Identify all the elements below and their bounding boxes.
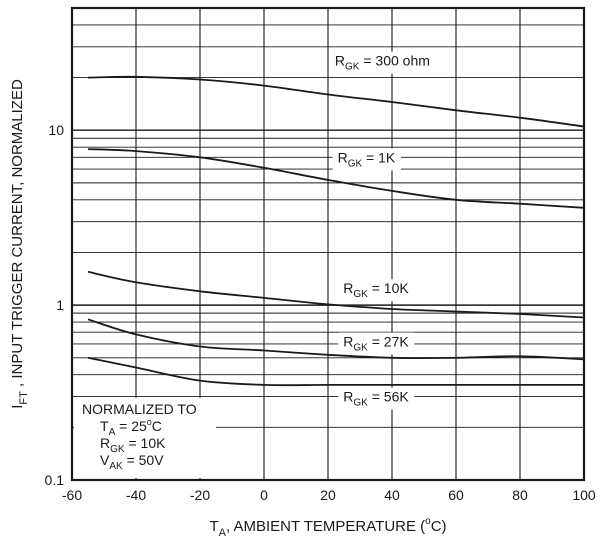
x-tick-label: 0: [260, 487, 268, 503]
y-tick-label: 1: [56, 297, 64, 313]
series-line-1: [87, 75, 585, 128]
x-tick-label: -20: [190, 487, 210, 503]
annotation-line: TA = 25oC: [100, 417, 162, 438]
x-tick-label: 20: [320, 487, 336, 503]
series-curves: [87, 75, 585, 387]
series-label-1: RGK = 300 ohm: [335, 53, 430, 73]
x-axis-label: TA, AMBIENT TEMPERATURE (oC): [209, 516, 446, 539]
x-tick-label: 60: [448, 487, 464, 503]
x-tick-label: -60: [62, 487, 82, 503]
y-tick-label: 10: [48, 122, 64, 138]
series-label-3: RGK = 10K: [343, 280, 409, 300]
series-label-5: RGK = 56K: [343, 389, 409, 409]
series-label-bg: [338, 332, 415, 355]
annotation-line: VAK = 50V: [100, 452, 164, 472]
series-line-3: [87, 270, 585, 319]
y-axis-label: IFT , INPUT TRIGGER CURRENT, NORMALIZED: [9, 79, 30, 409]
series-line-4: [87, 318, 585, 361]
x-tick-label: 80: [512, 487, 528, 503]
annotation-line: RGK = 10K: [100, 435, 166, 455]
series-line-2: [87, 148, 585, 209]
series-label-bg: [332, 148, 401, 171]
series-labels: RGK = 300 ohm RGK = 1K RGK = 10K RGK = 27K R…: [329, 51, 435, 410]
y-tick-label: 0.1: [45, 472, 65, 488]
series-label-2: RGK = 1K: [338, 149, 396, 169]
x-tick-label: -40: [126, 487, 146, 503]
annotation-line: NORMALIZED TO: [82, 401, 197, 417]
x-tick-label: 100: [572, 487, 596, 503]
annotation-bg: [74, 398, 216, 478]
series-label-4: RGK = 27K: [343, 333, 409, 353]
series-label-bg: [329, 51, 435, 74]
tick-labels: -60 -40 -20 0 20 40 60 80 100 0.1 1 10: [45, 122, 596, 503]
series-label-bg: [338, 387, 415, 410]
plot-frame: [70, 6, 586, 482]
x-tick-label: 40: [384, 487, 400, 503]
series-label-bg: [338, 279, 415, 302]
series-line-5: [87, 356, 584, 387]
